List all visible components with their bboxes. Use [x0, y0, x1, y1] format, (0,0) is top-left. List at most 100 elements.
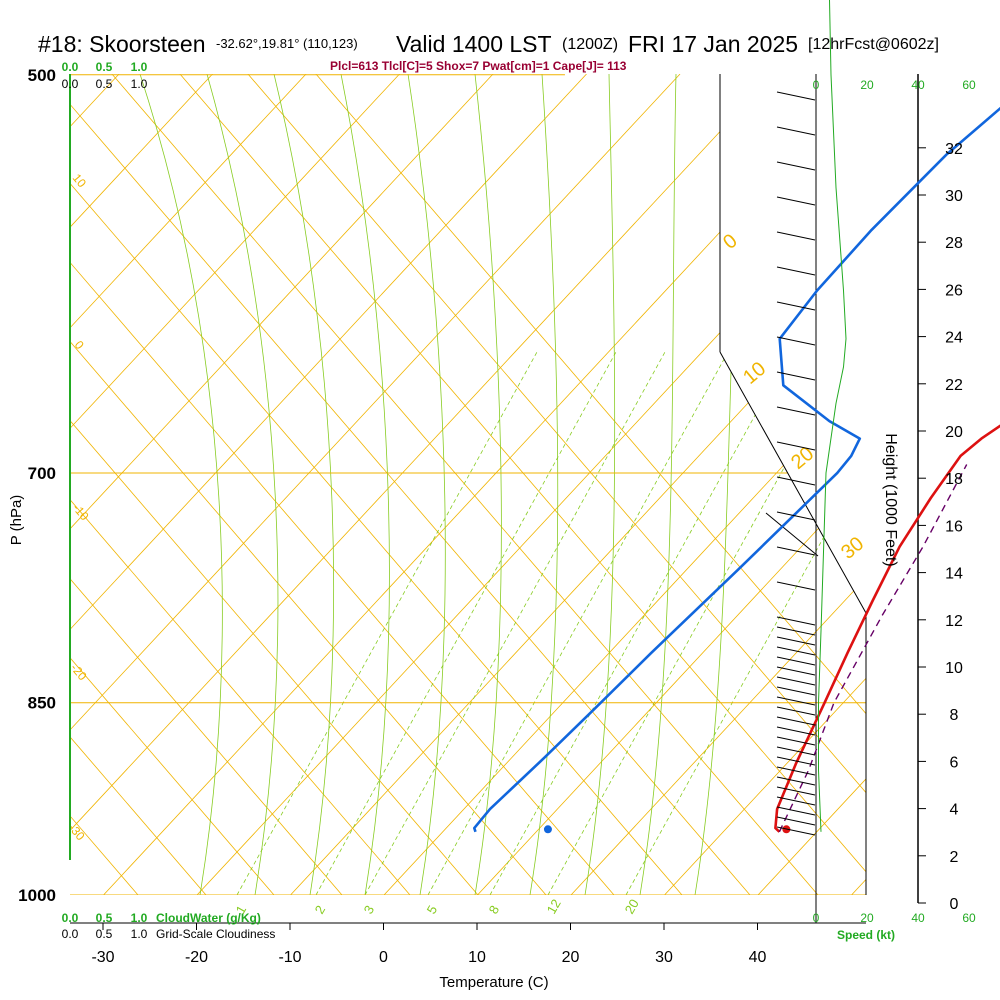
wind-speed-trace [818, 0, 847, 832]
isotherm-label: -10 [70, 501, 92, 524]
top-black-scale: 0.0 [62, 77, 79, 91]
dry-adiabat-line [70, 74, 683, 895]
speed-top-label: 60 [962, 78, 976, 92]
wind-barb [776, 656, 816, 666]
wind-barb [776, 696, 816, 706]
wind-barb [776, 126, 816, 136]
tropopause-line [765, 512, 819, 557]
wind-barb [776, 826, 816, 836]
temperature-trace [774, 424, 1000, 833]
wind-barb [776, 441, 816, 451]
x-tick-label: 40 [749, 949, 767, 966]
dry-adiabat-line [70, 74, 71, 895]
mixing-ratio-label: 5 [424, 903, 441, 917]
wind-barb [776, 581, 816, 591]
isotherm-line [851, 74, 866, 895]
moist-adiabat-line [639, 74, 677, 895]
height-tick-label: 6 [950, 754, 959, 771]
wind-barb [776, 816, 816, 826]
forecast-run: [12hrFcst@0602z] [808, 36, 939, 53]
chart-background-lines [0, 74, 866, 895]
wind-barb [776, 756, 816, 766]
cloudwater-label: CloudWater (g/Kg) [156, 911, 261, 925]
height-tick-label: 10 [945, 660, 963, 677]
stability-indices: Plcl=613 Tlcl[C]=5 Shox=7 Pwat[cm]=1 Cap… [330, 59, 627, 73]
wind-barb [776, 686, 816, 696]
height-tick-label: 20 [945, 424, 963, 441]
x-axis-label: Temperature (C) [439, 974, 548, 991]
x-tick-label: 10 [468, 949, 486, 966]
wind-barb [776, 796, 816, 806]
sounding-traces [472, 106, 1000, 834]
isotherm-line [570, 74, 866, 895]
height-tick-label: 32 [945, 141, 963, 158]
wind-barb [776, 716, 816, 726]
dry-adiabat-line [111, 74, 819, 895]
speed-tick-label: 40 [911, 911, 925, 925]
wind-barb [776, 301, 816, 311]
surface-dewpoint-marker [543, 825, 552, 834]
diagonal-edge [719, 351, 867, 895]
wind-barb [776, 666, 816, 676]
wind-barb [776, 776, 816, 786]
cloud-scales: 0.0 0.5 1.0 0.0 0.5 1.0 0.0 0.5 1.0 0.0 0.5 1.0 [62, 60, 148, 941]
isotherm-line [70, 74, 213, 895]
isotherm-line [290, 74, 866, 895]
x-tick-label: -30 [91, 949, 114, 966]
top-black-scale: 1.0 [131, 77, 148, 91]
dry-adiabat-line [70, 74, 479, 895]
plot-frame [69, 74, 919, 924]
mixing-ratio-line [236, 351, 538, 895]
mixing-ratio-line [364, 351, 666, 895]
mixing-ratio-label: 2 [312, 903, 329, 917]
top-green-scale: 0.5 [96, 60, 113, 74]
height-tick-label: 24 [945, 330, 963, 347]
height-tick-label: 4 [950, 802, 959, 819]
isotherm-line [70, 74, 494, 895]
wind-barb [776, 736, 816, 746]
speed-tick-label: 60 [962, 911, 976, 925]
mixing-ratio-line [427, 351, 729, 895]
dry-adiabat-line [70, 74, 411, 895]
wind-barb [776, 371, 816, 381]
axes: -30-20-100102030402503004005007008501000… [18, 66, 976, 966]
isotherm-line [70, 74, 681, 895]
pressure-tick-label: 500 [28, 66, 56, 85]
wind-barb [776, 336, 816, 346]
dry-adiabat-line [247, 74, 866, 895]
zulu-time: (1200Z) [562, 36, 618, 53]
moist-adiabat-line [474, 74, 502, 895]
speed-top-label: 0 [813, 78, 820, 92]
dry-adiabat-line [70, 74, 343, 895]
wind-barb [776, 646, 816, 656]
dry-adiabat-line [179, 74, 866, 895]
dry-adiabat-line [70, 74, 547, 895]
y-axis-label: P (hPa) [8, 495, 25, 546]
station-coords: -32.62°,19.81° (110,123) [216, 36, 358, 51]
wind-barb-column [776, 0, 847, 836]
height-tick-label: 8 [950, 707, 959, 724]
dry-adiabat-label: 30 [837, 533, 868, 564]
dry-adiabat-line [315, 74, 866, 895]
height-tick-label: 22 [945, 377, 963, 394]
bottom-green-scale: 0.5 [96, 911, 113, 925]
bottom-black-scale: 0.0 [62, 927, 79, 941]
mixing-ratio-line [315, 351, 617, 895]
moist-adiabat-line [529, 74, 559, 895]
dry-adiabat-line [0, 74, 2, 895]
height-tick-label: 2 [950, 849, 959, 866]
valid-time: Valid 1400 LST [396, 31, 552, 57]
dewpoint-trace [472, 106, 1000, 833]
speed-top-label: 40 [911, 78, 925, 92]
isotherm-line [383, 74, 866, 895]
dry-adiabat-line [70, 74, 751, 895]
dry-adiabat-line [70, 74, 615, 895]
mixing-ratio-label: 3 [361, 903, 378, 917]
height-axis-label: Height (1000 Feet) [882, 433, 899, 566]
isotherm-line [70, 74, 587, 895]
height-tick-label: 0 [950, 896, 959, 913]
isotherm-line [70, 74, 120, 895]
moist-adiabat-line [340, 74, 390, 895]
height-tick-label: 30 [945, 188, 963, 205]
